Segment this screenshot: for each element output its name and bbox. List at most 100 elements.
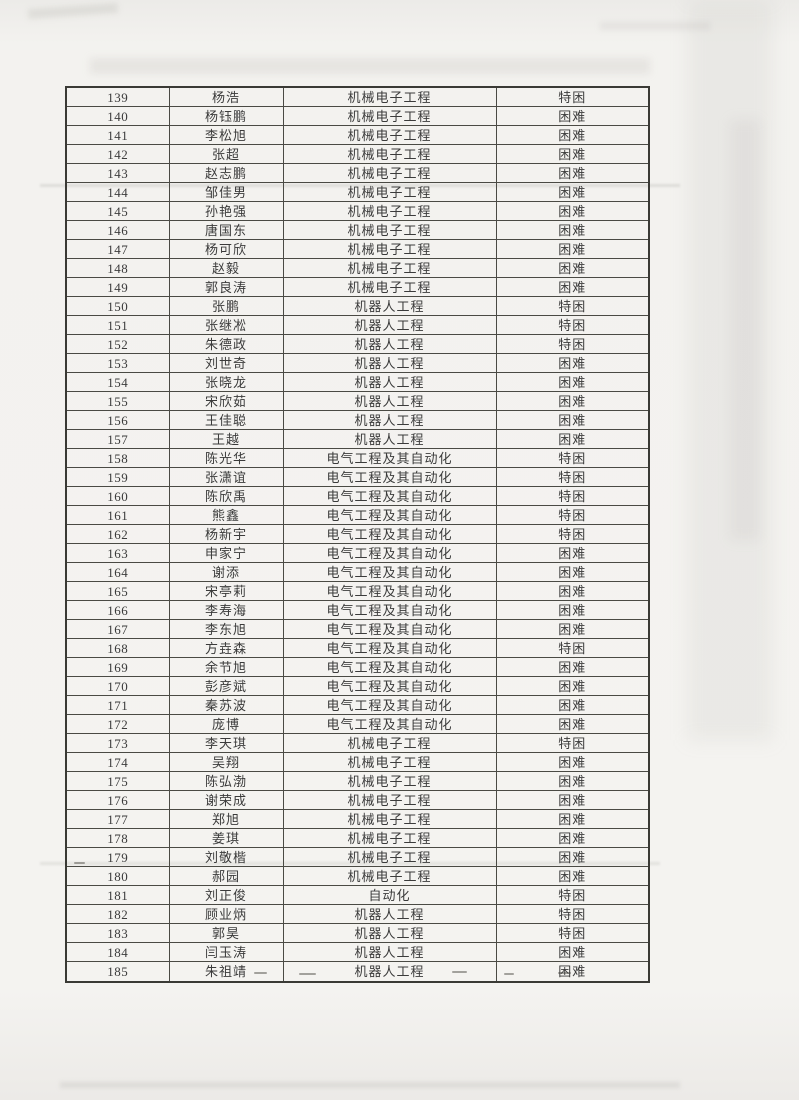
cell-status: 困难 [495, 258, 650, 279]
table-row: 154 张晓龙 机器人工程 困难 [65, 372, 650, 393]
cell-name: 余节旭 [168, 657, 284, 678]
cell-status: 困难 [495, 201, 650, 222]
cell-major: 机械电子工程 [282, 86, 497, 108]
table-row: 161 熊鑫 电气工程及其自动化 特困 [65, 505, 650, 526]
cell-no: 146 [65, 220, 170, 241]
cell-status: 困难 [495, 391, 650, 412]
table-row: 181 刘正俊 自动化 特困 [65, 885, 650, 906]
cell-major: 机械电子工程 [282, 163, 497, 184]
cell-status: 困难 [495, 866, 650, 887]
table-row: 166 李寿海 电气工程及其自动化 困难 [65, 600, 650, 621]
cell-name: 朱祖靖 [168, 961, 284, 983]
cell-no: 168 [65, 638, 170, 659]
cell-major: 电气工程及其自动化 [282, 467, 497, 488]
table-row: 150 张鹏 机器人工程 特困 [65, 296, 650, 317]
cell-status: 困难 [495, 809, 650, 830]
table-row: 184 闫玉涛 机器人工程 困难 [65, 942, 650, 963]
cell-name: 陈欣禹 [168, 486, 284, 507]
cell-status: 困难 [495, 239, 650, 260]
cell-major: 机械电子工程 [282, 239, 497, 260]
cell-name: 刘世奇 [168, 353, 284, 374]
scan-smudge [60, 1082, 680, 1088]
table-row: 163 申家宁 电气工程及其自动化 困难 [65, 543, 650, 564]
cell-status: 困难 [495, 562, 650, 583]
cell-name: 庞博 [168, 714, 284, 735]
cell-major: 电气工程及其自动化 [282, 714, 497, 735]
cell-status: 困难 [495, 429, 650, 450]
table-row: 141 李松旭 机械电子工程 困难 [65, 125, 650, 146]
cell-name: 宋亭莉 [168, 581, 284, 602]
cell-major: 机器人工程 [282, 391, 497, 412]
table-row: 152 朱德政 机器人工程 特困 [65, 334, 650, 355]
cell-name: 秦苏波 [168, 695, 284, 716]
cell-major: 机械电子工程 [282, 277, 497, 298]
cell-name: 赵志鹏 [168, 163, 284, 184]
cell-status: 特困 [495, 923, 650, 944]
cell-status: 困难 [495, 543, 650, 564]
cell-no: 185 [65, 961, 170, 983]
table-row: 167 李东旭 电气工程及其自动化 困难 [65, 619, 650, 640]
table-row: 151 张继凇 机器人工程 特困 [65, 315, 650, 336]
cell-no: 167 [65, 619, 170, 640]
cell-no: 180 [65, 866, 170, 887]
cell-no: 161 [65, 505, 170, 526]
cell-major: 电气工程及其自动化 [282, 543, 497, 564]
cell-no: 169 [65, 657, 170, 678]
cell-no: 178 [65, 828, 170, 849]
cell-status: 特困 [495, 638, 650, 659]
table-row: 179 刘敬楷 机械电子工程 困难 [65, 847, 650, 868]
cell-name: 熊鑫 [168, 505, 284, 526]
cell-status: 困难 [495, 752, 650, 773]
cell-no: 150 [65, 296, 170, 317]
table-body: 139 杨浩 机械电子工程 特困 140 杨钰鹏 机械电子工程 困难 141 李松旭 机械电子工程困… [65, 86, 650, 983]
table-row: 142 张超 机械电子工程 困难 [65, 144, 650, 165]
table-row: 182 顾业炳 机器人工程 特困 [65, 904, 650, 925]
cell-no: 157 [65, 429, 170, 450]
scan-smudge [688, 0, 772, 740]
cell-major: 机械电子工程 [282, 144, 497, 165]
cell-major: 机械电子工程 [282, 733, 497, 754]
cell-name: 方垚森 [168, 638, 284, 659]
cell-no: 162 [65, 524, 170, 545]
cell-no: 176 [65, 790, 170, 811]
cell-major: 机器人工程 [282, 961, 497, 983]
table-row: 185 朱祖靖 机器人工程 困难 [65, 961, 650, 983]
cell-status: 困难 [495, 372, 650, 393]
cell-no: 174 [65, 752, 170, 773]
cell-status: 特困 [495, 904, 650, 925]
scan-smudge [600, 22, 710, 30]
scan-smudge [27, 2, 119, 20]
cell-status: 特困 [495, 315, 650, 336]
table-row: 155 宋欣茹 机器人工程 困难 [65, 391, 650, 412]
cell-major: 电气工程及其自动化 [282, 581, 497, 602]
cell-name: 朱德政 [168, 334, 284, 355]
cell-name: 申家宁 [168, 543, 284, 564]
cell-no: 165 [65, 581, 170, 602]
cell-major: 电气工程及其自动化 [282, 524, 497, 545]
cell-status: 特困 [495, 334, 650, 355]
cell-major: 电气工程及其自动化 [282, 676, 497, 697]
cell-no: 164 [65, 562, 170, 583]
cell-status: 特困 [495, 486, 650, 507]
cell-no: 152 [65, 334, 170, 355]
cell-name: 李松旭 [168, 125, 284, 146]
cell-name: 刘正俊 [168, 885, 284, 906]
cell-no: 159 [65, 467, 170, 488]
cell-major: 机器人工程 [282, 904, 497, 925]
cell-status: 困难 [495, 619, 650, 640]
table-row: 177 郑旭 机械电子工程 困难 [65, 809, 650, 830]
cell-status: 困难 [495, 961, 650, 983]
cell-no: 171 [65, 695, 170, 716]
cell-status: 困难 [495, 106, 650, 127]
cell-name: 王越 [168, 429, 284, 450]
table-row: 139 杨浩 机械电子工程 特困 [65, 86, 650, 108]
cell-status: 困难 [495, 847, 650, 868]
cell-major: 电气工程及其自动化 [282, 638, 497, 659]
cell-name: 邹佳男 [168, 182, 284, 203]
table-row: 171 秦苏波 电气工程及其自动化 困难 [65, 695, 650, 716]
scan-smudge [730, 120, 760, 540]
cell-major: 电气工程及其自动化 [282, 657, 497, 678]
cell-major: 机械电子工程 [282, 847, 497, 868]
cell-no: 182 [65, 904, 170, 925]
cell-major: 机械电子工程 [282, 258, 497, 279]
